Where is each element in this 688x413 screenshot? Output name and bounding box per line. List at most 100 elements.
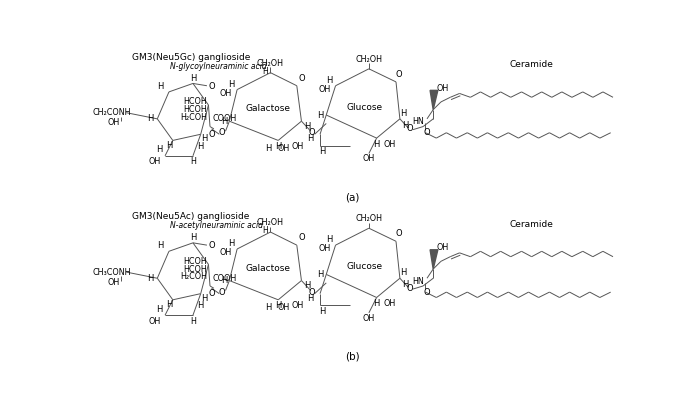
Text: OH: OH [319,244,331,254]
Text: CH₂CONH: CH₂CONH [92,108,131,117]
Text: GM3(Neu5Ac) ganglioside: GM3(Neu5Ac) ganglioside [133,212,250,221]
Text: OH: OH [384,299,396,308]
Text: HCOH: HCOH [183,264,206,273]
Text: H: H [319,147,325,157]
Text: O: O [407,284,413,293]
Text: H: H [222,116,228,126]
Text: OH: OH [107,118,119,127]
Text: Ceramide: Ceramide [510,220,554,229]
Text: CH₃CONH: CH₃CONH [92,268,131,277]
Text: H: H [326,235,332,244]
Text: O: O [298,74,305,83]
Text: H: H [262,66,268,76]
Text: H: H [400,109,406,118]
Text: O: O [424,128,430,137]
Text: HN: HN [412,277,424,286]
Text: O: O [208,82,215,91]
Text: H: H [166,140,173,150]
Text: H: H [275,142,281,151]
Text: O: O [208,242,215,250]
Text: OH: OH [219,248,232,257]
Text: OH: OH [363,314,375,323]
Text: (a): (a) [345,192,360,202]
Text: H: H [190,317,196,326]
Text: O: O [309,128,316,137]
Text: H: H [201,294,207,303]
Text: HCOH: HCOH [183,105,206,114]
Text: H: H [318,111,324,119]
Text: O: O [395,229,402,238]
Text: H: H [308,134,314,143]
Text: H: H [275,301,281,311]
Text: H: H [305,281,311,290]
Text: OH: OH [148,317,160,326]
Text: H: H [228,80,235,89]
Text: H: H [190,74,196,83]
Text: H: H [402,280,409,289]
Text: N-acetylneuraminic acid: N-acetylneuraminic acid [170,221,263,230]
Text: H: H [197,142,203,151]
Text: O: O [424,287,430,297]
Text: CH₂OH: CH₂OH [257,218,284,227]
Text: H: H [190,233,196,242]
Text: H: H [308,294,314,303]
Text: H: H [147,114,153,123]
Text: H: H [262,226,268,235]
Text: O: O [218,287,225,297]
Text: H: H [157,242,164,250]
Text: H: H [156,304,163,313]
Text: H: H [400,268,406,278]
Text: H: H [265,144,271,153]
Text: CH₂OH: CH₂OH [356,214,383,223]
Text: O: O [395,70,402,79]
Text: OH: OH [219,89,232,98]
Text: CH₂OH: CH₂OH [356,55,383,64]
Text: OH: OH [277,144,290,153]
Text: OH: OH [148,157,160,166]
Text: H: H [166,300,173,309]
Text: H: H [190,157,196,166]
Text: H: H [222,276,228,285]
Text: GM3(Neu5Gc) ganglioside: GM3(Neu5Gc) ganglioside [133,53,251,62]
Text: H: H [197,301,203,311]
Text: CH₂OH: CH₂OH [257,59,284,68]
Text: H: H [402,121,409,130]
Text: H: H [305,122,311,131]
Text: HN: HN [412,117,424,126]
Text: H₂COH: H₂COH [180,113,208,122]
Text: H: H [319,307,325,316]
Text: OH: OH [277,303,290,312]
Text: H: H [147,274,153,283]
Text: H: H [228,239,235,248]
Text: H: H [374,140,380,149]
Text: OH: OH [292,142,303,151]
Text: H: H [201,134,207,143]
Text: N-glycoylneuraminic acid: N-glycoylneuraminic acid [170,62,266,71]
Text: H₂COH: H₂COH [180,272,208,281]
Text: H: H [265,303,271,312]
Text: O: O [298,233,305,242]
Text: Glucose: Glucose [347,262,383,271]
Text: H: H [156,145,163,154]
Text: OH: OH [436,83,449,93]
Text: OH: OH [107,278,119,287]
Text: H: H [374,299,380,308]
Text: OH: OH [436,243,449,252]
Text: OH: OH [292,301,303,311]
Text: O: O [218,128,225,137]
Text: Glucose: Glucose [347,103,383,112]
Text: H: H [326,76,332,85]
Polygon shape [430,250,438,269]
Text: OH: OH [384,140,396,149]
Text: O: O [309,287,316,297]
Text: COOH: COOH [213,114,237,123]
Text: HCOH: HCOH [183,97,206,107]
Text: HCOH: HCOH [183,257,206,266]
Text: Galactose: Galactose [246,264,290,273]
Text: COOH: COOH [213,274,237,283]
Text: O: O [407,124,413,133]
Text: H: H [318,270,324,279]
Text: H: H [157,82,164,91]
Text: OH: OH [363,154,375,164]
Text: (b): (b) [345,352,360,362]
